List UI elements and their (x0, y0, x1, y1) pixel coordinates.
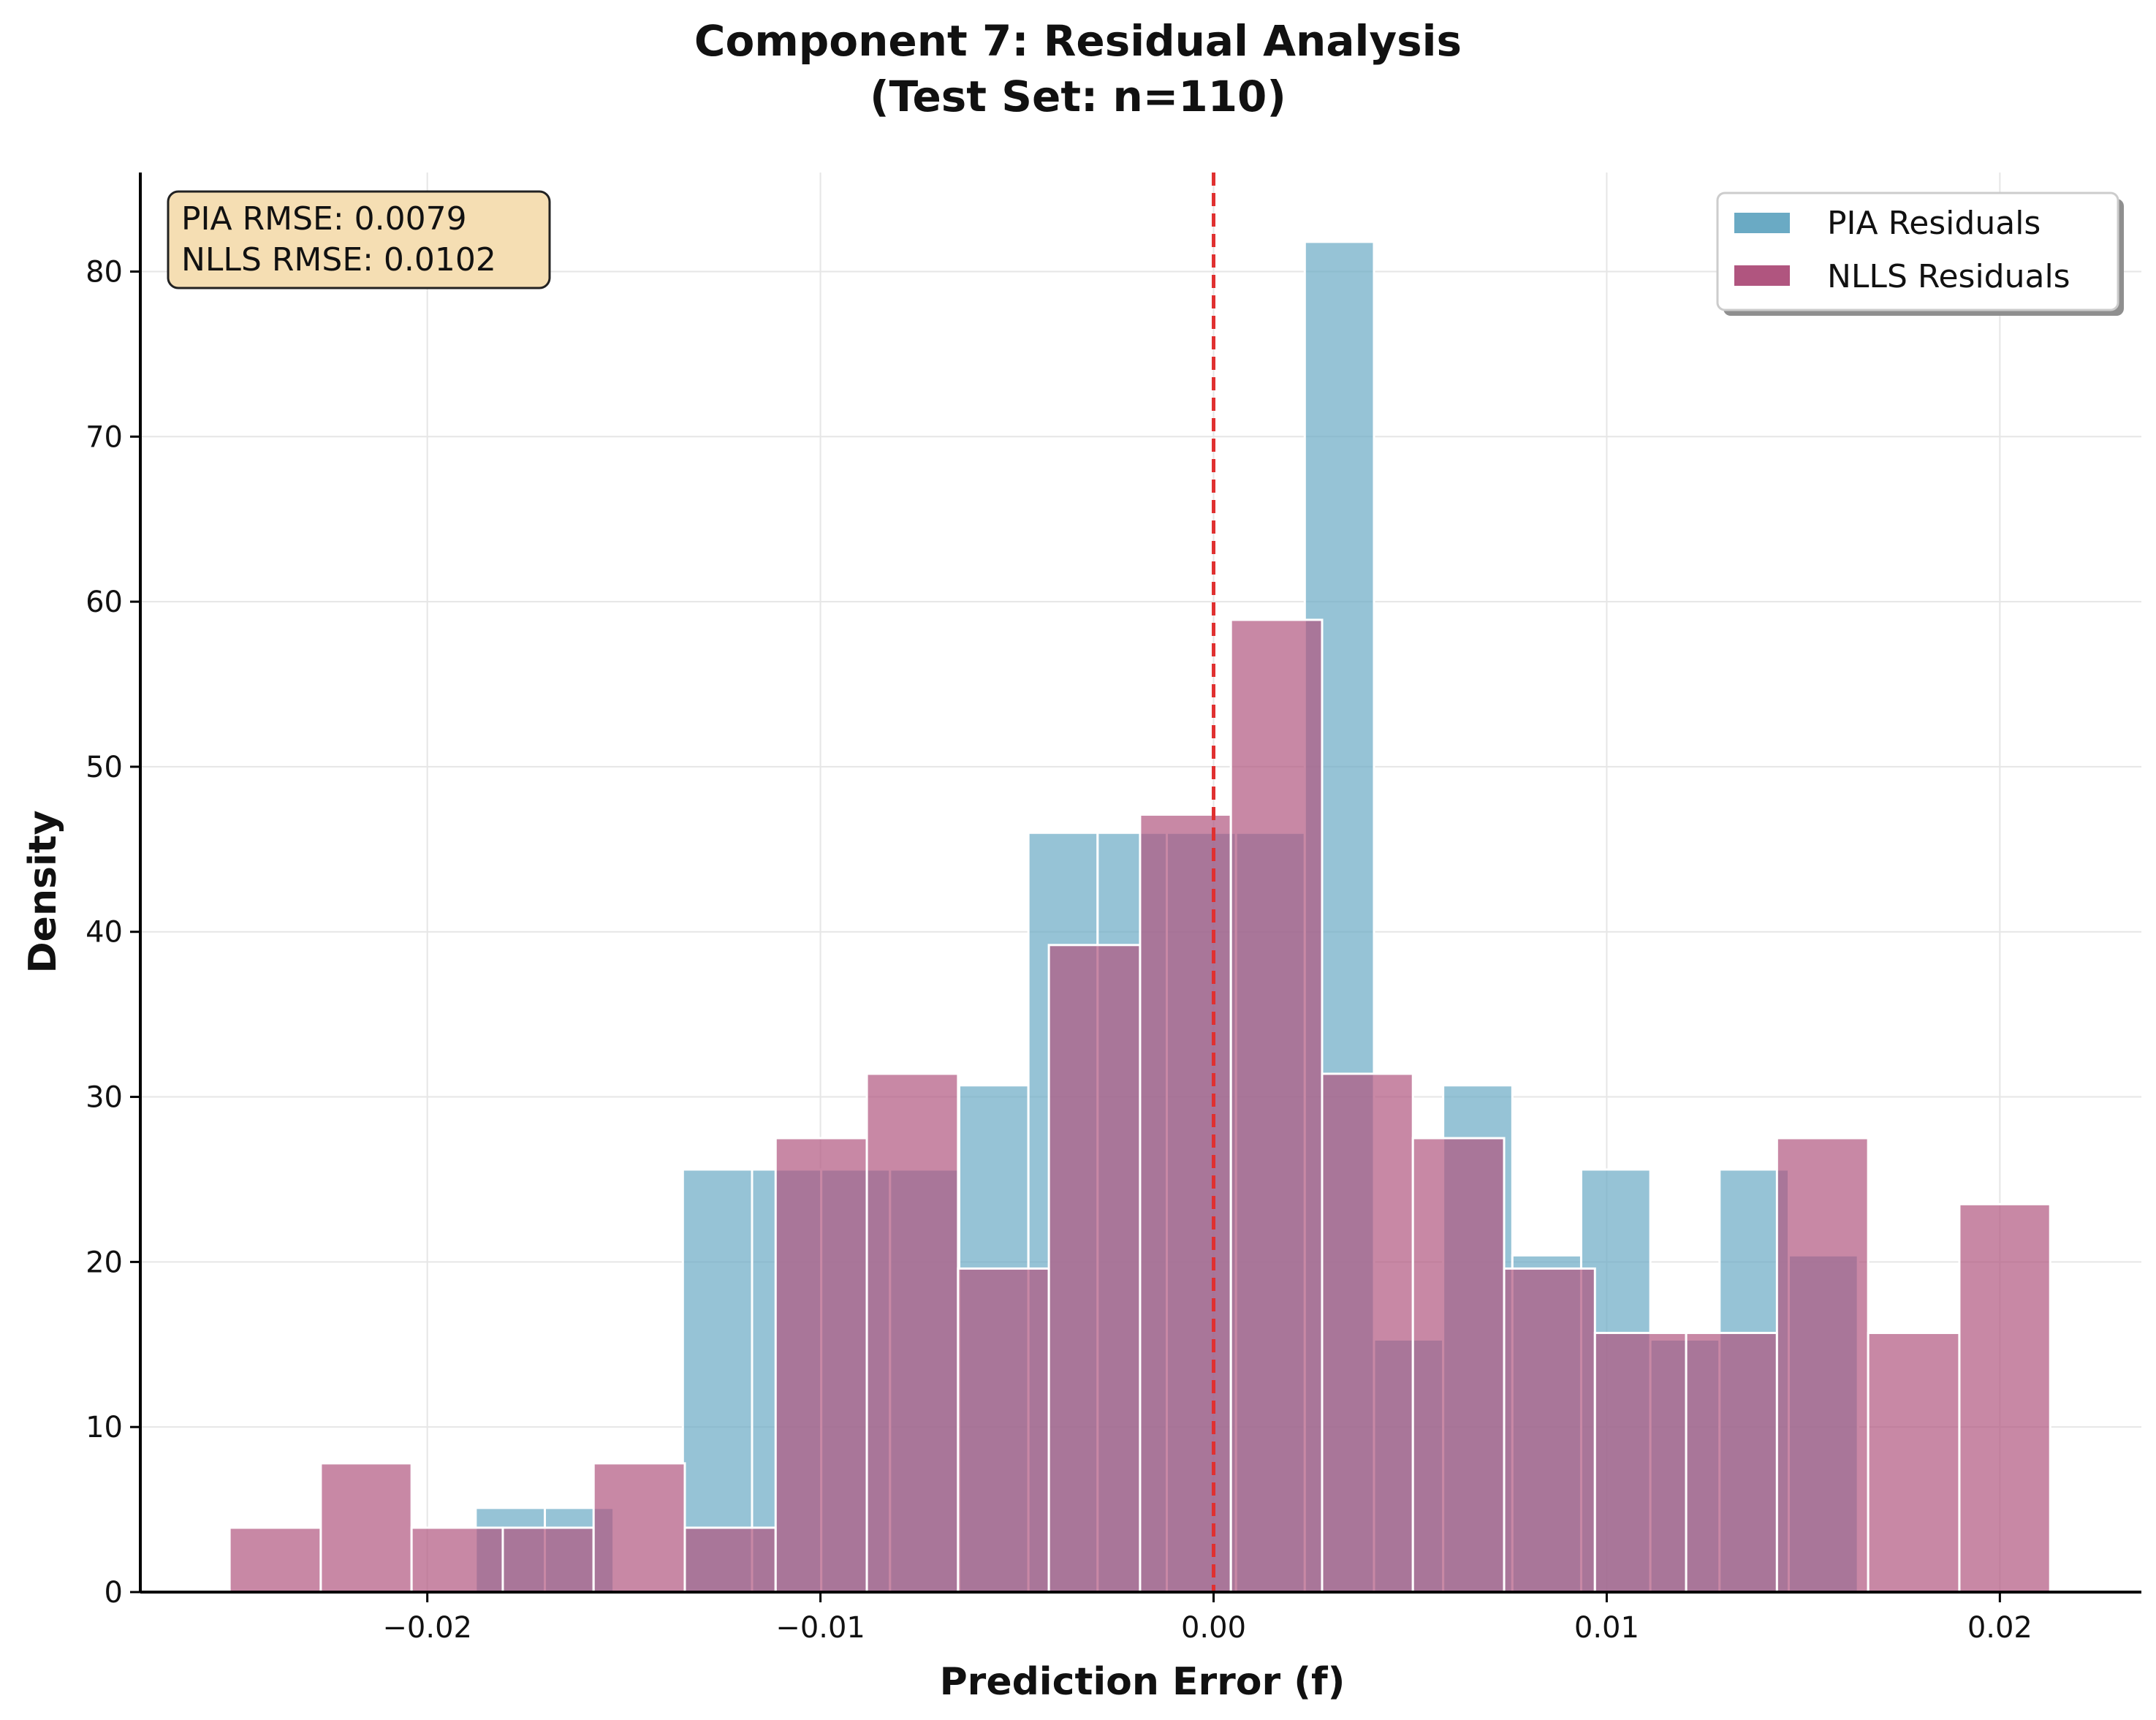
nlls-bar-0 (228, 1526, 322, 1594)
x-axis-label: Prediction Error (f) (940, 1660, 1345, 1704)
legend-label-pia: PIA Residuals (1827, 205, 2041, 242)
legend-swatch-pia (1733, 211, 1791, 235)
nlls-bar-3 (501, 1526, 595, 1594)
chart-subtitle: (Test Set: n=110) (870, 72, 1286, 121)
nlls-bar-19 (1958, 1202, 2051, 1594)
y-tick-label-1: 10 (86, 1411, 123, 1444)
nlls-bar-4 (592, 1462, 686, 1594)
y-axis-label: Density (21, 811, 65, 974)
y-tick-label-4: 40 (86, 916, 123, 950)
chart-title: Component 7: Residual Analysis (694, 16, 1462, 66)
x-tick-label-0: −0.02 (382, 1611, 472, 1645)
nlls-bar-9 (1047, 944, 1142, 1594)
nlls-bar-13 (1411, 1137, 1506, 1594)
y-tick-label-8: 80 (86, 255, 123, 289)
nlls-bar-14 (1503, 1267, 1596, 1594)
pia-bar-3 (681, 1168, 754, 1594)
rmse-stats-box: PIA RMSE: 0.0079 NLLS RMSE: 0.0102 (167, 190, 551, 289)
legend-swatch-nlls (1733, 264, 1791, 287)
x-tick-label-3: 0.01 (1574, 1611, 1639, 1645)
x-tick-label-2: 0.00 (1181, 1611, 1246, 1645)
y-axis-ticks: 0 10 20 30 40 50 60 70 80 (86, 255, 140, 1610)
x-axis-ticks: −0.02 −0.01 0.00 0.01 0.02 (382, 1592, 2032, 1645)
y-tick-label-7: 70 (86, 420, 123, 454)
stats-line-pia: PIA RMSE: 0.0079 (181, 200, 467, 238)
nlls-bar-5 (683, 1526, 777, 1594)
legend: PIA Residuals NLLS Residuals (1716, 192, 2124, 316)
x-tick-label-1: −0.01 (775, 1611, 865, 1645)
legend-label-nlls: NLLS Residuals (1827, 258, 2070, 295)
y-tick-label-5: 50 (86, 751, 123, 784)
x-tick-label-4: 0.02 (1967, 1611, 2032, 1645)
nlls-bar-18 (1867, 1331, 1961, 1594)
nlls-bar-12 (1321, 1072, 1414, 1594)
nlls-bar-17 (1775, 1137, 1870, 1594)
axes (139, 173, 2141, 1594)
nlls-residuals-bars (228, 618, 2051, 1594)
y-tick-label-2: 20 (86, 1246, 123, 1279)
stats-line-nlls: NLLS RMSE: 0.0102 (181, 241, 496, 279)
nlls-bar-16 (1685, 1331, 1778, 1594)
nlls-bar-10 (1139, 813, 1232, 1594)
nlls-bar-2 (410, 1526, 504, 1594)
nlls-bar-7 (865, 1072, 960, 1594)
y-tick-label-6: 60 (86, 586, 123, 619)
nlls-bar-8 (957, 1267, 1050, 1594)
nlls-bar-11 (1229, 618, 1324, 1594)
y-tick-label-0: 0 (105, 1576, 123, 1610)
nlls-bar-15 (1593, 1331, 1688, 1594)
y-tick-label-3: 30 (86, 1081, 123, 1115)
nlls-bar-6 (774, 1137, 868, 1594)
nlls-bar-1 (319, 1462, 413, 1594)
